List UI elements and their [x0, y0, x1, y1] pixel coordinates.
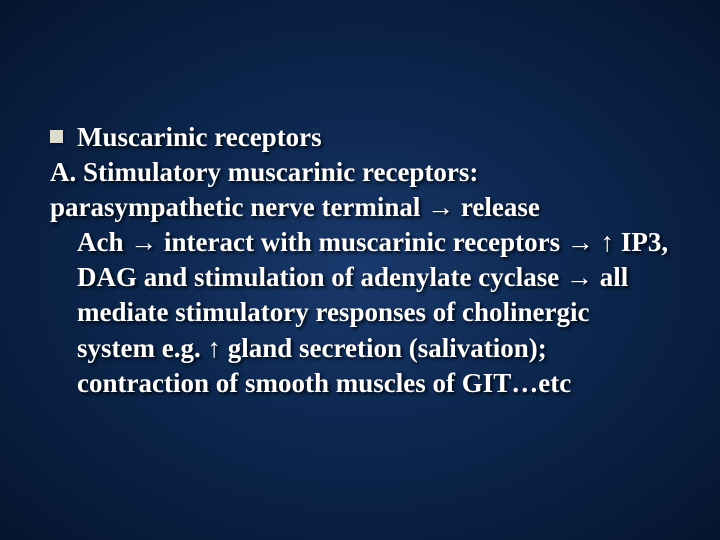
subheading-line: A. Stimulatory muscarinic receptors:: [50, 155, 670, 190]
slide-content: Muscarinic receptors A. Stimulatory musc…: [50, 120, 670, 401]
body-line-1: parasympathetic nerve terminal → release: [50, 190, 670, 225]
bullet-title: Muscarinic receptors: [77, 120, 670, 155]
square-bullet-icon: [50, 130, 63, 143]
body-block-2: Ach → interact with muscarinic receptors…: [50, 225, 670, 400]
slide-container: Muscarinic receptors A. Stimulatory musc…: [0, 0, 720, 540]
bullet-item: Muscarinic receptors: [50, 120, 670, 155]
